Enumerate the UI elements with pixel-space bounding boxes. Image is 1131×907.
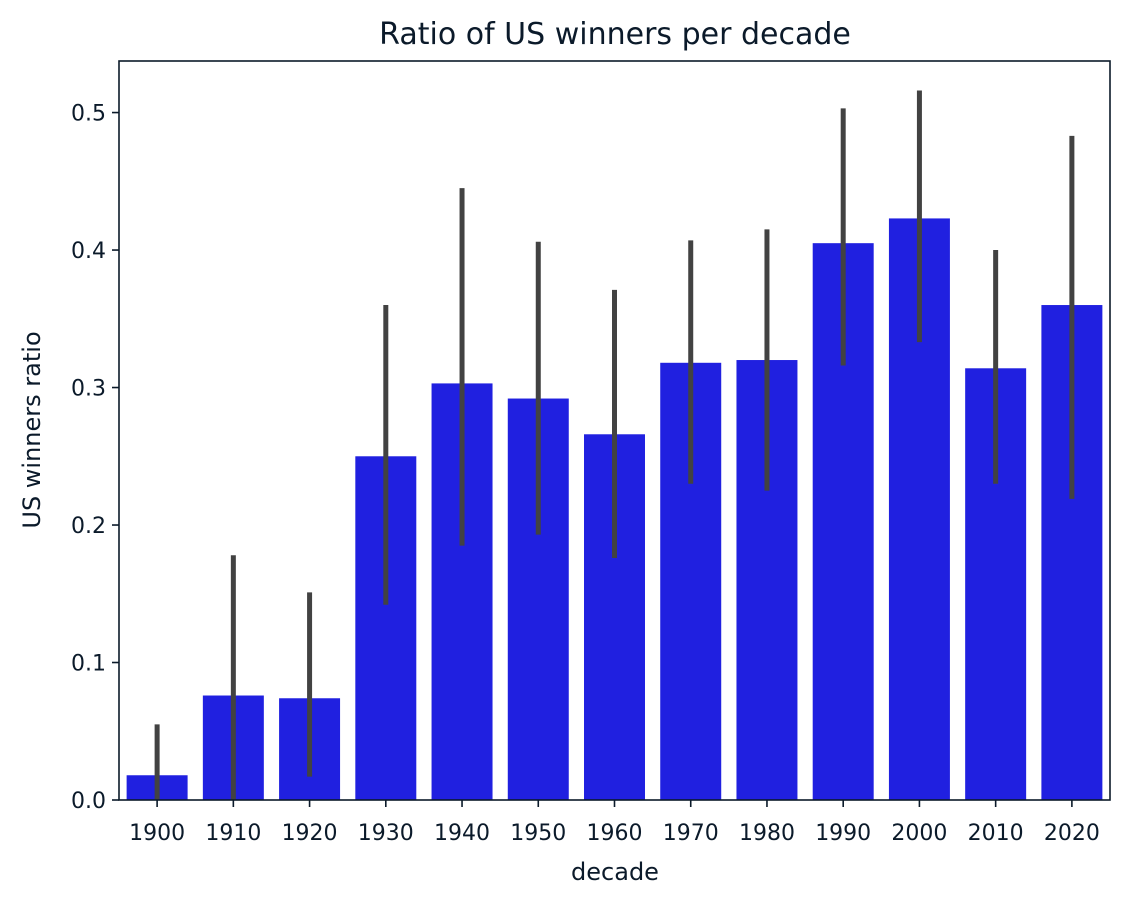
x-tick-label-1970: 1970 [663, 821, 719, 846]
y-tick-label-0.4: 0.4 [71, 239, 106, 264]
x-tick-label-1960: 1960 [587, 821, 643, 846]
x-tick-label-1930: 1930 [358, 821, 414, 846]
x-tick-label-2020: 2020 [1044, 821, 1100, 846]
x-tick-label-1940: 1940 [434, 821, 490, 846]
y-tick-label-0.2: 0.2 [71, 514, 106, 539]
x-axis-label: decade [571, 858, 659, 886]
y-axis: 0.0 0.1 0.2 0.3 0.4 0.5 [71, 102, 119, 814]
y-tick-label-0.3: 0.3 [71, 377, 106, 402]
x-tick-label-2010: 2010 [968, 821, 1024, 846]
x-tick-label-1920: 1920 [282, 821, 338, 846]
x-tick-label-1990: 1990 [815, 821, 871, 846]
y-axis-label: US winners ratio [18, 331, 46, 528]
y-tick-label-0.1: 0.1 [71, 652, 106, 677]
x-tick-label-1900: 1900 [129, 821, 185, 846]
error-bars-group [154, 90, 1075, 800]
y-tick-label-0.0: 0.0 [71, 789, 106, 814]
x-tick-label-2000: 2000 [891, 821, 947, 846]
x-tick-label-1910: 1910 [205, 821, 261, 846]
x-tick-label-1980: 1980 [739, 821, 795, 846]
bars-group [126, 218, 1103, 800]
chart-title: Ratio of US winners per decade [379, 17, 851, 52]
y-tick-label-0.5: 0.5 [71, 102, 106, 127]
x-tick-label-1950: 1950 [510, 821, 566, 846]
x-axis: 1900 1910 1920 1930 1940 1950 1960 1970 1980 1990… [129, 800, 1100, 846]
